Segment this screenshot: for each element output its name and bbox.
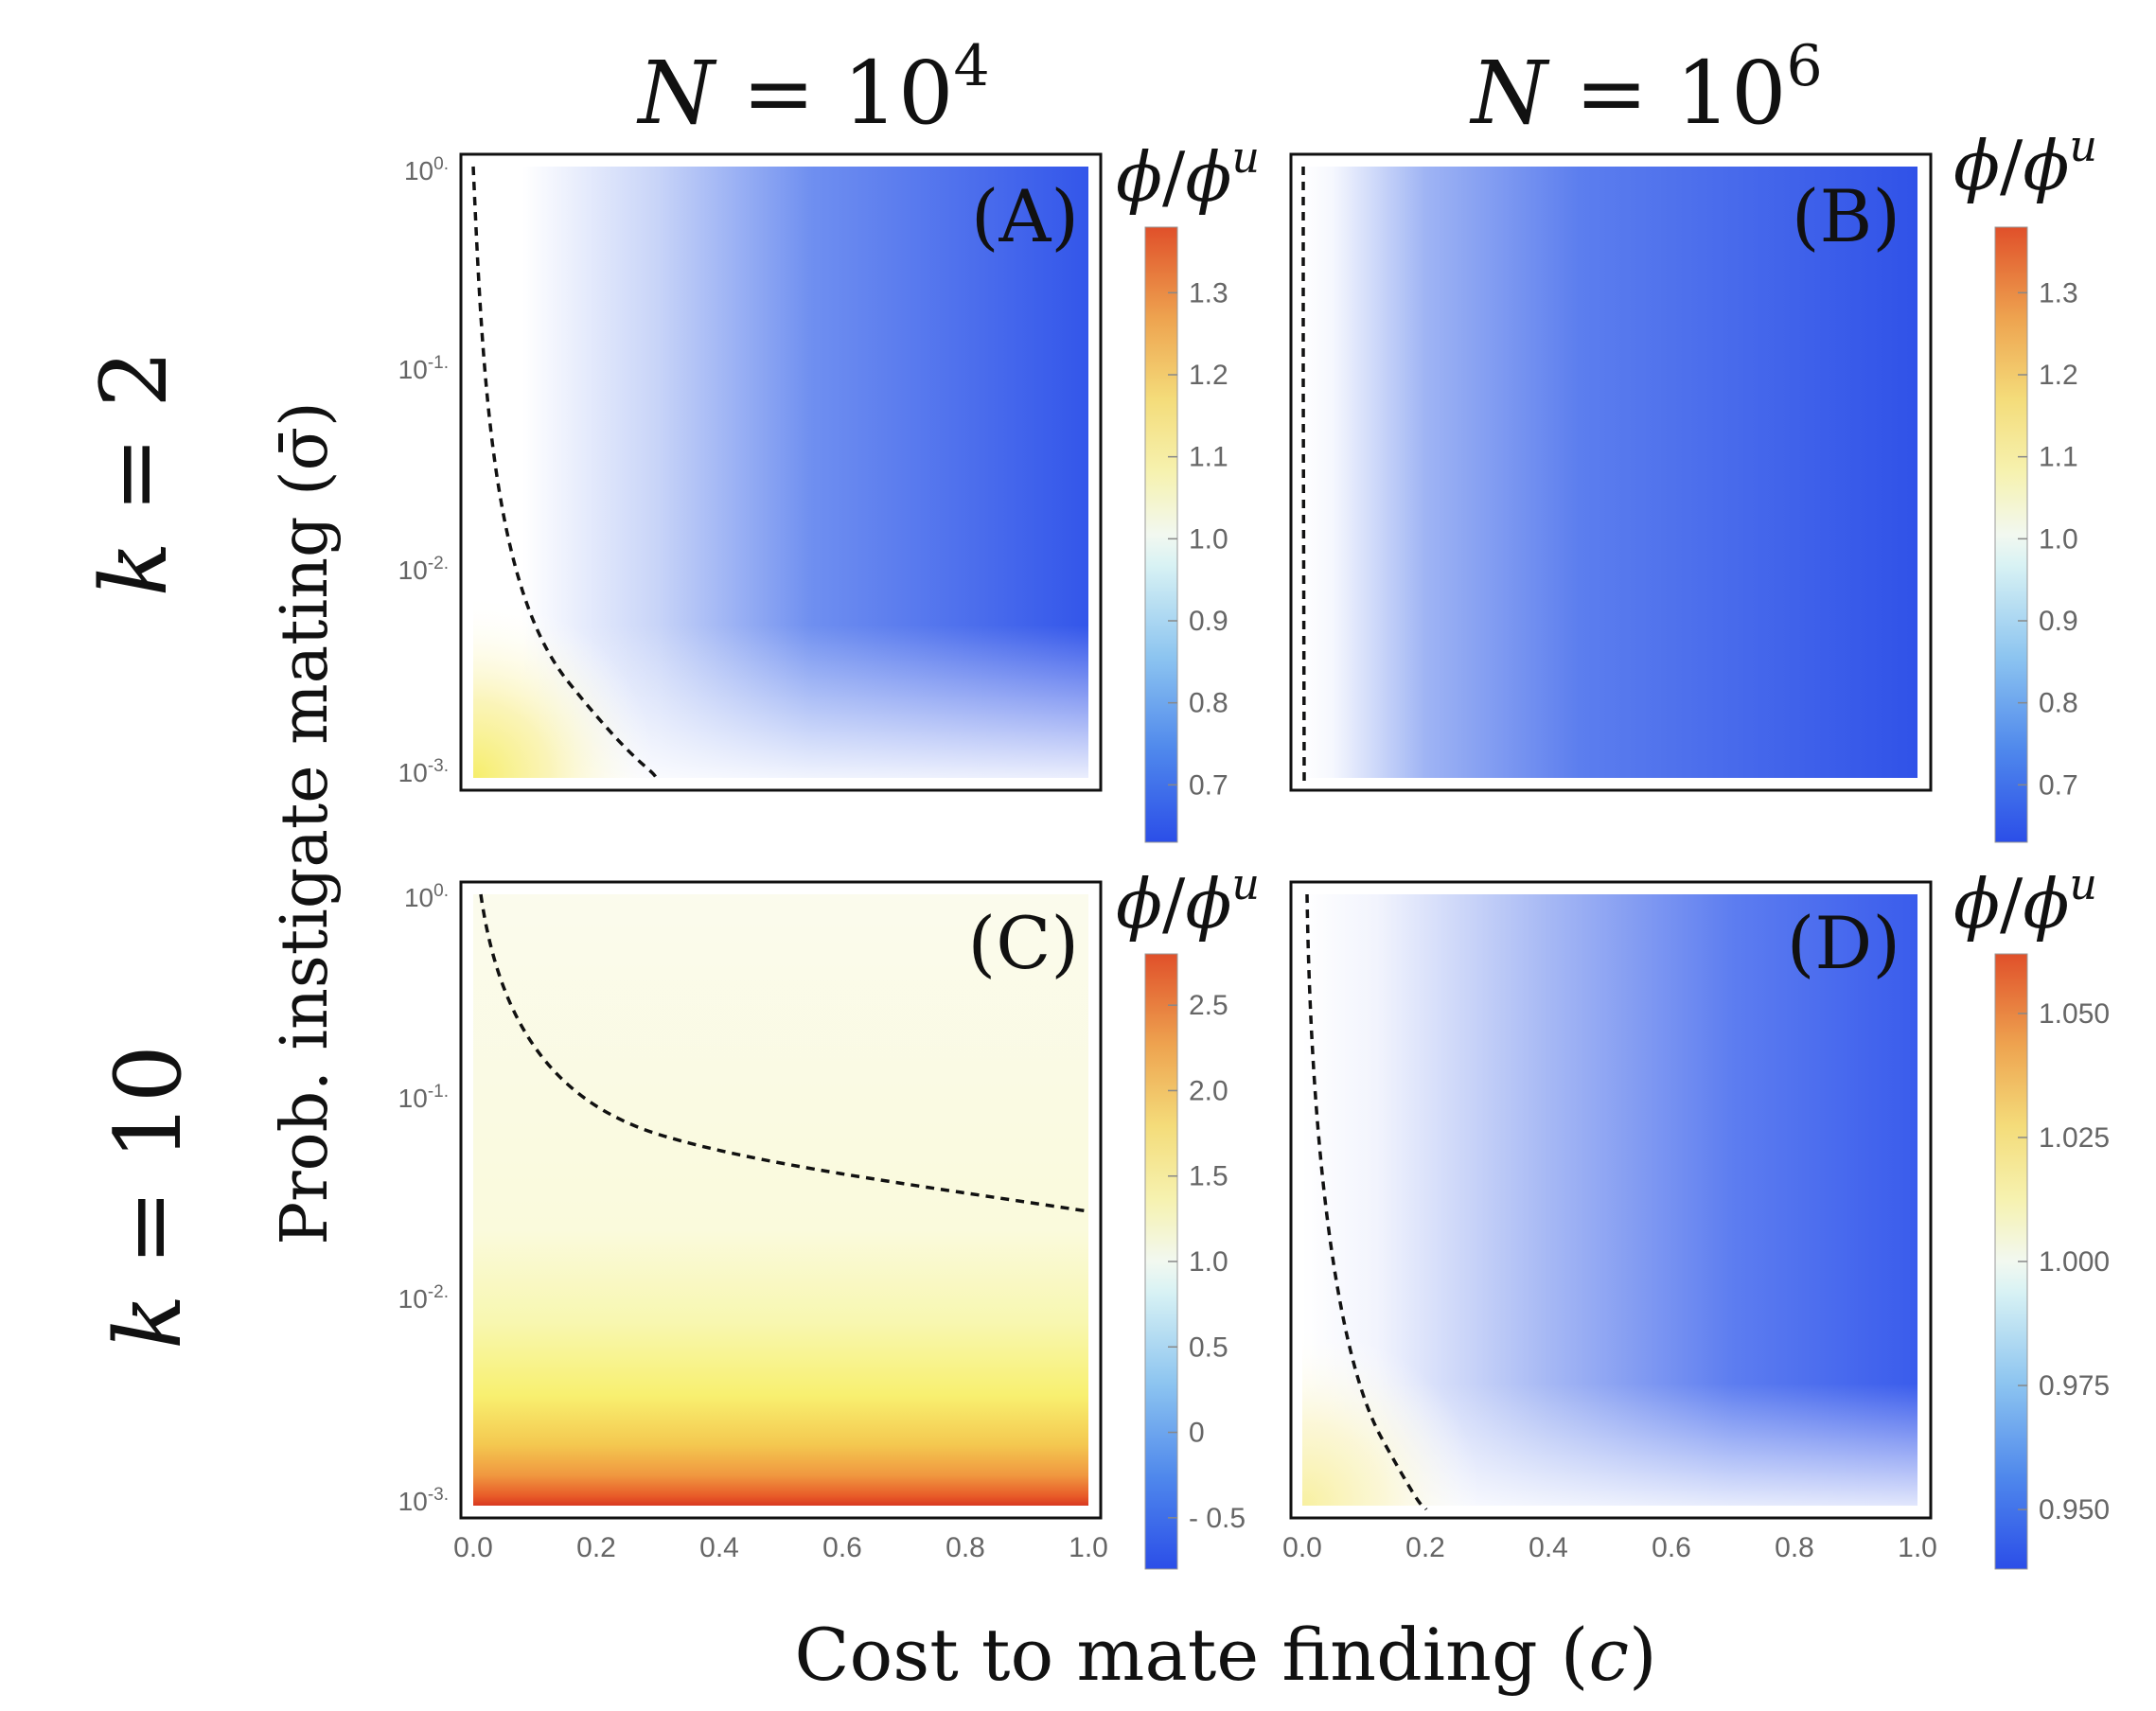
panel-b: (B) — [1289, 152, 1933, 792]
y-ticks-top: 100. 10-1. 10-2. 10-3. — [398, 154, 449, 787]
x-tick-left-1: 0.0 — [453, 1532, 493, 1563]
colorbar-c-tick-label-6: 2.0 — [1189, 1075, 1228, 1106]
colorbar-c-ticks: - 0.5 0 0.5 1.0 1.5 2.0 2.5 — [1168, 990, 1246, 1534]
panel-a-contour — [471, 166, 660, 783]
panel-d-contour — [1305, 893, 1428, 1511]
colorbar-b-tick-label-7: 1.3 — [2039, 277, 2078, 309]
colorbar-c-tick-label-5: 1.5 — [1189, 1161, 1228, 1192]
colorbar-c-title: ϕ/ϕu — [1116, 858, 1260, 944]
panel-a: (A) — [459, 152, 1103, 792]
colorbar-a-ticks: 0.7 0.8 0.9 1.0 1.1 1.2 1.3 — [1168, 277, 1228, 801]
x-tick-right-4: 0.6 — [1652, 1532, 1691, 1563]
colorbar-b-tick-label-3: 0.9 — [2039, 606, 2078, 637]
panel-c-contour — [479, 893, 1089, 1213]
colorbar-a-tick-label-6: 1.2 — [1189, 360, 1228, 391]
colorbar-a-tick-label-3: 0.9 — [1189, 606, 1228, 637]
row-label-top: k = 2 — [81, 350, 187, 597]
panel-b-heatmap — [1302, 167, 1917, 778]
colorbar-b-tick-label-6: 1.2 — [2039, 360, 2078, 391]
y-tick-bottom-4: 10-3. — [398, 1485, 449, 1516]
colorbar-c-tick-label-1: - 0.5 — [1189, 1503, 1246, 1534]
colorbar-b-tick-label-4: 1.0 — [2039, 523, 2078, 555]
colorbar-b-tick-label-1: 0.7 — [2039, 769, 2078, 801]
colorbar-c-tick-label-7: 2.5 — [1189, 990, 1228, 1021]
panel-a-yellow-corner — [473, 167, 1088, 778]
panel-d-yellow-corner — [1302, 894, 1917, 1506]
x-axis-label: Cost to mate finding (c) — [794, 1613, 1656, 1697]
panel-d-frame — [1289, 880, 1933, 1520]
y-tick-top-3: 10-2. — [398, 554, 449, 585]
colorbar-d-tick-label-3: 1.000 — [2039, 1246, 2110, 1278]
y-tick-top-4: 10-3. — [398, 756, 449, 787]
colorbar-a-bar — [1144, 226, 1178, 843]
colorbar-a-tick-label-5: 1.1 — [1189, 442, 1228, 473]
panel-a-frame — [459, 152, 1103, 792]
colorbar-a-tick-label-1: 0.7 — [1189, 769, 1228, 801]
colorbar-c-tick-label-2: 0 — [1189, 1418, 1205, 1449]
panel-c-frame — [459, 880, 1103, 1520]
x-tick-left-3: 0.4 — [699, 1532, 739, 1563]
x-tick-right-5: 0.8 — [1775, 1532, 1814, 1563]
colorbar-d-tick-label-4: 1.025 — [2039, 1122, 2110, 1154]
panel-c-heatmap — [473, 894, 1088, 1506]
column-header-left: N = 104 — [636, 33, 989, 144]
row-label-bottom: k = 10 — [96, 1045, 202, 1349]
x-tick-right-6: 1.0 — [1898, 1532, 1937, 1563]
x-tick-left-5: 0.8 — [945, 1532, 985, 1563]
panel-a-label: (A) — [971, 174, 1079, 258]
y-tick-bottom-2: 10-1. — [398, 1082, 449, 1113]
colorbar-b: ϕ/ϕu 0.7 0.8 0.9 1.0 1.1 1.2 1.3 — [1953, 120, 2097, 843]
colorbar-d-tick-label-1: 0.950 — [2039, 1494, 2110, 1526]
x-tick-left-2: 0.2 — [576, 1532, 616, 1563]
colorbar-d-tick-label-2: 0.975 — [2039, 1370, 2110, 1402]
colorbar-d-ticks: 0.950 0.975 1.000 1.025 1.050 — [2018, 998, 2110, 1526]
y-tick-top-1: 100. — [404, 154, 449, 185]
x-tick-left-4: 0.6 — [822, 1532, 862, 1563]
colorbar-a: ϕ/ϕu 0.7 0.8 0.9 1.0 1.1 1.2 1.3 — [1116, 132, 1260, 843]
panel-d-label: (D) — [1787, 901, 1900, 985]
colorbar-d-tick-label-5: 1.050 — [2039, 998, 2110, 1030]
colorbar-b-bar — [1994, 226, 2028, 843]
x-ticks-right: 0.0 0.2 0.4 0.6 0.8 1.0 — [1282, 1532, 1937, 1563]
colorbar-d: ϕ/ϕu 0.950 0.975 1.000 1.025 1.050 — [1953, 858, 2110, 1570]
panel-c-label: (C) — [968, 901, 1079, 985]
colorbar-b-ticks: 0.7 0.8 0.9 1.0 1.1 1.2 1.3 — [2018, 277, 2078, 801]
y-tick-top-2: 10-1. — [398, 353, 449, 384]
panel-b-frame — [1289, 152, 1933, 792]
colorbar-c-tick-label-4: 1.0 — [1189, 1246, 1228, 1278]
colorbar-b-title: ϕ/ϕu — [1953, 120, 2097, 205]
colorbar-a-tick-label-7: 1.3 — [1189, 277, 1228, 309]
x-ticks-left: 0.0 0.2 0.4 0.6 0.8 1.0 — [453, 1532, 1108, 1563]
panel-b-contour — [1301, 167, 1306, 783]
x-tick-right-3: 0.4 — [1529, 1532, 1568, 1563]
colorbar-c-tick-label-3: 0.5 — [1189, 1332, 1228, 1363]
y-axis-label: Prob. instigate mating (σ̄) — [268, 401, 343, 1244]
colorbar-a-tick-label-4: 1.0 — [1189, 523, 1228, 555]
y-tick-bottom-1: 100. — [404, 881, 449, 912]
colorbar-a-title: ϕ/ϕu — [1116, 132, 1260, 217]
y-tick-bottom-3: 10-2. — [398, 1282, 449, 1314]
panel-c: (C) — [459, 880, 1103, 1520]
colorbar-b-tick-label-2: 0.8 — [2039, 688, 2078, 719]
panel-d: (D) — [1289, 880, 1933, 1520]
panel-b-label: (B) — [1792, 174, 1900, 258]
colorbar-d-title: ϕ/ϕu — [1953, 858, 2097, 944]
x-tick-right-1: 0.0 — [1282, 1532, 1322, 1563]
y-ticks-bottom: 100. 10-1. 10-2. 10-3. — [398, 881, 449, 1516]
colorbar-c: ϕ/ϕu - 0.5 0 0.5 1.0 1.5 2.0 2.5 — [1116, 858, 1260, 1570]
x-tick-left-6: 1.0 — [1069, 1532, 1108, 1563]
colorbar-b-tick-label-5: 1.1 — [2039, 442, 2078, 473]
x-tick-right-2: 0.2 — [1405, 1532, 1445, 1563]
colorbar-a-tick-label-2: 0.8 — [1189, 688, 1228, 719]
column-header-right: N = 106 — [1469, 33, 1822, 144]
